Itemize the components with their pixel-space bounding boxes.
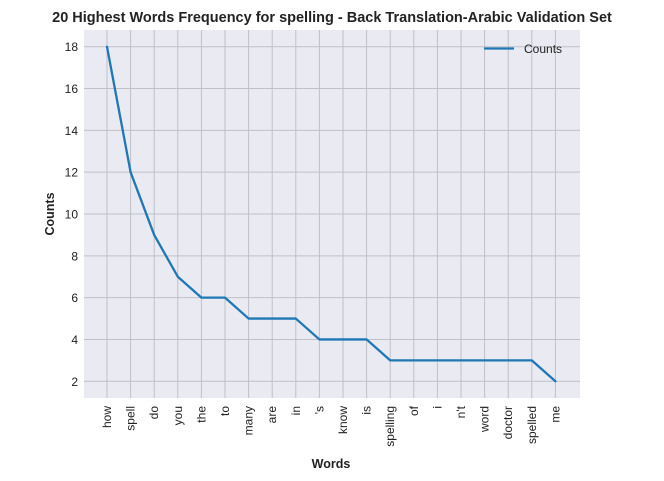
x-tick-label: spell [124, 406, 138, 431]
x-tick-label: n't [454, 405, 468, 418]
y-tick-label: 8 [71, 249, 78, 263]
y-tick-label: 18 [65, 40, 79, 54]
x-tick-label: the [194, 406, 208, 423]
x-tick-label: do [147, 406, 161, 420]
x-tick-label: are [265, 406, 279, 424]
x-tick-label: to [218, 406, 232, 416]
grid-lines [84, 30, 580, 398]
x-tick-label: me [548, 406, 562, 423]
x-axis-ticks: how spell do you the to many are in's know is spell… [100, 405, 562, 446]
x-tick-label: spelling [383, 406, 397, 447]
x-axis-label: Words [312, 457, 351, 471]
series-line-counts [105, 45, 557, 383]
y-tick-label: 4 [71, 333, 78, 347]
y-tick-label: 12 [65, 166, 79, 180]
x-tick-label: how [100, 406, 114, 428]
x-tick-label: in [289, 406, 303, 415]
y-tick-label: 14 [65, 124, 79, 138]
y-axis-label: Counts [43, 192, 57, 235]
x-tick-label: word [478, 406, 492, 433]
y-tick-label: 16 [65, 82, 79, 96]
y-axis-ticks: 2 4 6 8 10 12 14 16 18 [65, 40, 79, 389]
y-tick-label: 10 [65, 208, 79, 222]
chart-title: 20 Highest Words Frequency for spelling … [52, 10, 612, 26]
x-tick-label: many [242, 406, 256, 435]
legend: Counts [484, 42, 562, 56]
x-tick-label: i [430, 406, 444, 409]
y-tick-label: 2 [71, 375, 78, 389]
y-tick-label: 6 [71, 291, 78, 305]
legend-label-counts: Counts [524, 42, 562, 56]
x-tick-label: is [360, 406, 374, 415]
x-tick-label: you [171, 406, 185, 425]
x-tick-label: spelled [525, 406, 539, 444]
x-tick-label: of [407, 405, 421, 416]
x-tick-label: know [336, 406, 350, 434]
x-tick-label: doctor [501, 406, 515, 439]
x-tick-label: 's [312, 406, 326, 414]
